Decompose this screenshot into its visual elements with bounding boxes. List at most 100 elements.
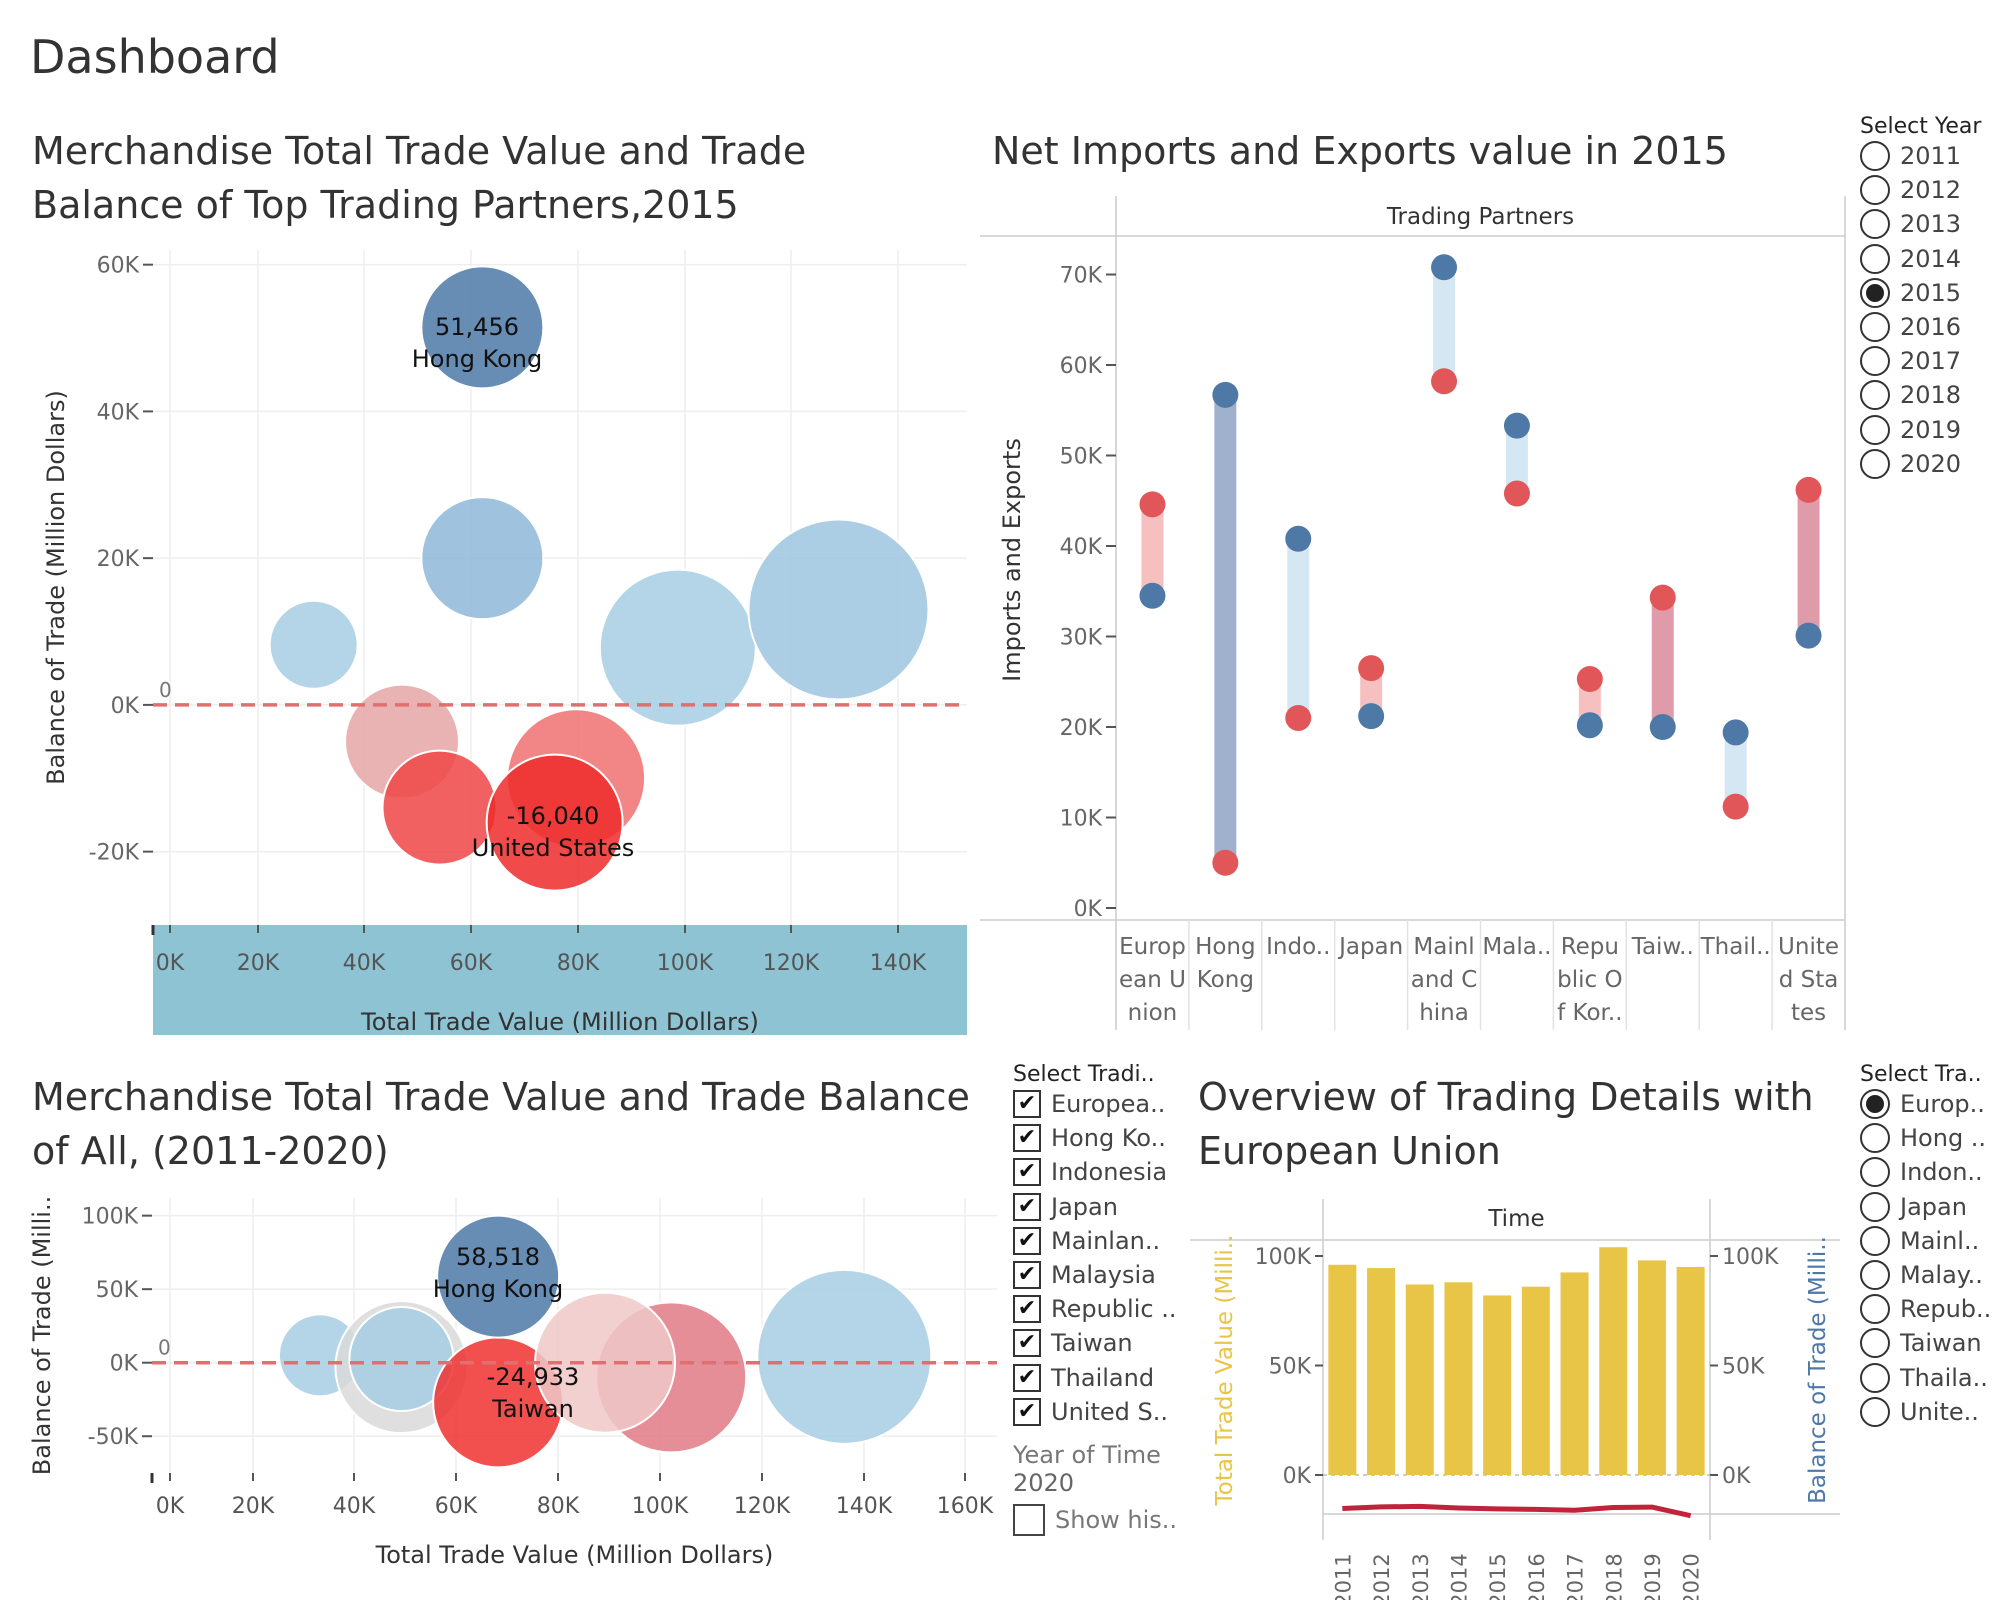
checkbox-checked-icon[interactable]: ✔	[1013, 1363, 1041, 1392]
dumbbell-point-red[interactable]	[1358, 655, 1385, 682]
radio-button[interactable]	[1860, 448, 1890, 479]
overview-bar[interactable]	[1560, 1272, 1589, 1475]
radio-button[interactable]	[1860, 1328, 1890, 1359]
dumbbell-connector-bar[interactable]	[1360, 668, 1383, 717]
bubble-bottom-chart[interactable]: 100K 50K 0K -50K 0 0K 20K 40K 60K 80K 100K 120K 140K…	[0, 1190, 1010, 1600]
radio-button[interactable]	[1860, 1089, 1890, 1120]
year_filter-option[interactable]: 2015	[1860, 276, 2000, 310]
partner_radio_filter-option[interactable]: Taiwan	[1860, 1326, 2000, 1360]
bubble_bottom-bubble[interactable]	[756, 1268, 933, 1445]
dumbbell-connector-bar[interactable]	[1141, 504, 1164, 596]
radio-button[interactable]	[1860, 175, 1890, 206]
partner-check-option[interactable]: ✔ Thailand	[1013, 1361, 1183, 1395]
radio-button[interactable]	[1860, 1225, 1890, 1256]
dumbbell-point-blue[interactable]	[1285, 525, 1312, 552]
dumbbell-point-blue[interactable]	[1139, 582, 1166, 609]
radio-button[interactable]	[1860, 380, 1890, 411]
partner-check-option[interactable]: ✔ Taiwan	[1013, 1326, 1183, 1360]
year_filter-option[interactable]: 2018	[1860, 378, 2000, 412]
dumbbell-point-blue[interactable]	[1576, 712, 1603, 739]
dumbbell-point-red[interactable]	[1722, 793, 1749, 820]
radio-button[interactable]	[1860, 209, 1890, 240]
year_filter-option[interactable]: 2019	[1860, 413, 2000, 447]
year_filter-option[interactable]: 2020	[1860, 447, 2000, 481]
overview-bar[interactable]	[1367, 1268, 1396, 1475]
radio-button[interactable]	[1860, 414, 1890, 445]
partner-check-option[interactable]: ✔ Europea..	[1013, 1087, 1183, 1121]
year_filter-option[interactable]: 2013	[1860, 207, 2000, 241]
partner_radio_filter-option[interactable]: Repub..	[1860, 1292, 2000, 1326]
checkbox-checked-icon[interactable]: ✔	[1013, 1329, 1041, 1358]
year_filter-option[interactable]: 2012	[1860, 173, 2000, 207]
partner-check-option[interactable]: ✔ Indonesia	[1013, 1155, 1183, 1189]
dumbbell-point-red[interactable]	[1795, 476, 1822, 503]
bubble_top-bubble[interactable]	[420, 265, 545, 390]
year_filter-option[interactable]: 2014	[1860, 242, 2000, 276]
show-history-toggle[interactable]: Show his..	[1013, 1503, 1183, 1537]
partner_radio_filter-option[interactable]: Europ..	[1860, 1087, 2000, 1121]
radio-button[interactable]	[1860, 1123, 1890, 1154]
checkbox-checked-icon[interactable]: ✔	[1013, 1261, 1041, 1290]
dumbbell-connector-bar[interactable]	[1797, 489, 1820, 636]
partner_radio_filter-option[interactable]: Unite..	[1860, 1395, 2000, 1429]
radio-button[interactable]	[1860, 1362, 1890, 1393]
checkbox-checked-icon[interactable]: ✔	[1013, 1124, 1041, 1153]
overview-bar[interactable]	[1444, 1282, 1473, 1475]
radio-button[interactable]	[1860, 277, 1890, 308]
dumbbell-point-blue[interactable]	[1212, 381, 1239, 408]
partner_radio_filter-option[interactable]: Malay..	[1860, 1258, 2000, 1292]
year_filter-option[interactable]: 2017	[1860, 344, 2000, 378]
bubble_top-bubble[interactable]	[485, 753, 624, 892]
dumbbell-point-red[interactable]	[1285, 704, 1312, 731]
dumbbell-connector-bar[interactable]	[1287, 538, 1310, 718]
partner_radio_filter-option[interactable]: Hong ..	[1860, 1121, 2000, 1155]
radio-button[interactable]	[1860, 141, 1890, 172]
year_filter-option[interactable]: 2011	[1860, 139, 2000, 173]
dumbbell-point-red[interactable]	[1503, 480, 1530, 507]
overview-bar[interactable]	[1521, 1286, 1550, 1475]
radio-button[interactable]	[1860, 243, 1890, 274]
checkbox-checked-icon[interactable]: ✔	[1013, 1158, 1041, 1187]
dumbbell-point-blue[interactable]	[1431, 254, 1458, 281]
radio-button[interactable]	[1860, 1157, 1890, 1188]
dumbbell-point-blue[interactable]	[1503, 412, 1530, 439]
checkbox-checked-icon[interactable]: ✔	[1013, 1192, 1041, 1221]
checkbox-checked-icon[interactable]: ✔	[1013, 1090, 1041, 1119]
dumbbell-point-blue[interactable]	[1649, 714, 1676, 740]
partner_radio_filter-option[interactable]: Mainl..	[1860, 1224, 2000, 1258]
partner_radio_filter-option[interactable]: Japan	[1860, 1190, 2000, 1224]
radio-button[interactable]	[1860, 346, 1890, 377]
dumbbell-connector-bar[interactable]	[1214, 394, 1237, 863]
partner_radio_filter-option[interactable]: Thaila..	[1860, 1361, 2000, 1395]
radio-button[interactable]	[1860, 1294, 1890, 1325]
dumbbell-point-red[interactable]	[1649, 584, 1676, 611]
dumbbell-connector-bar[interactable]	[1505, 425, 1528, 494]
dumbbell-point-red[interactable]	[1139, 491, 1166, 518]
bubble_top-bubble[interactable]	[420, 496, 545, 621]
dumbbell-point-blue[interactable]	[1358, 703, 1385, 730]
dumbbell-point-blue[interactable]	[1722, 719, 1749, 746]
dumbbell-point-red[interactable]	[1212, 849, 1239, 876]
partner-check-option[interactable]: ✔ Japan	[1013, 1190, 1183, 1224]
overview-balance-line[interactable]	[1342, 1503, 1692, 1519]
overview-bar[interactable]	[1637, 1260, 1666, 1475]
partner-check-option[interactable]: ✔ Malaysia	[1013, 1258, 1183, 1292]
dumbbell-point-blue[interactable]	[1795, 622, 1822, 649]
checkbox-checked-icon[interactable]: ✔	[1013, 1226, 1041, 1255]
partner-check-option[interactable]: ✔ Republic ..	[1013, 1292, 1183, 1326]
bubble-top-chart[interactable]: 60K 40K 20K 0K -20K 0 0K 20K 40K 60K 80K 100K 120K 14…	[0, 240, 980, 1040]
overview-bar[interactable]	[1328, 1264, 1357, 1475]
year_filter-option[interactable]: 2016	[1860, 310, 2000, 344]
checkbox-checked-icon[interactable]: ✔	[1013, 1397, 1041, 1426]
dumbbell-connector-bar[interactable]	[1724, 732, 1747, 807]
dumbbell-point-red[interactable]	[1576, 666, 1603, 693]
dumbbell-chart[interactable]: Trading Partners 70K 60K 50K 40K 30K 20K 10K 0K I…	[980, 190, 1860, 1040]
overview-chart[interactable]: Time 100K 50K 0K 100K 50K 0K Total Trade Value …	[1190, 1190, 1860, 1600]
partner-check-option[interactable]: ✔ Hong Ko..	[1013, 1121, 1183, 1155]
bubble_top-bubble[interactable]	[747, 518, 930, 701]
partner_radio_filter-option[interactable]: Indon..	[1860, 1155, 2000, 1189]
overview-bar[interactable]	[1483, 1295, 1512, 1475]
show-history-checkbox[interactable]	[1013, 1503, 1045, 1536]
partner-check-option[interactable]: ✔ United S..	[1013, 1395, 1183, 1429]
dumbbell-connector-bar[interactable]	[1433, 267, 1456, 382]
